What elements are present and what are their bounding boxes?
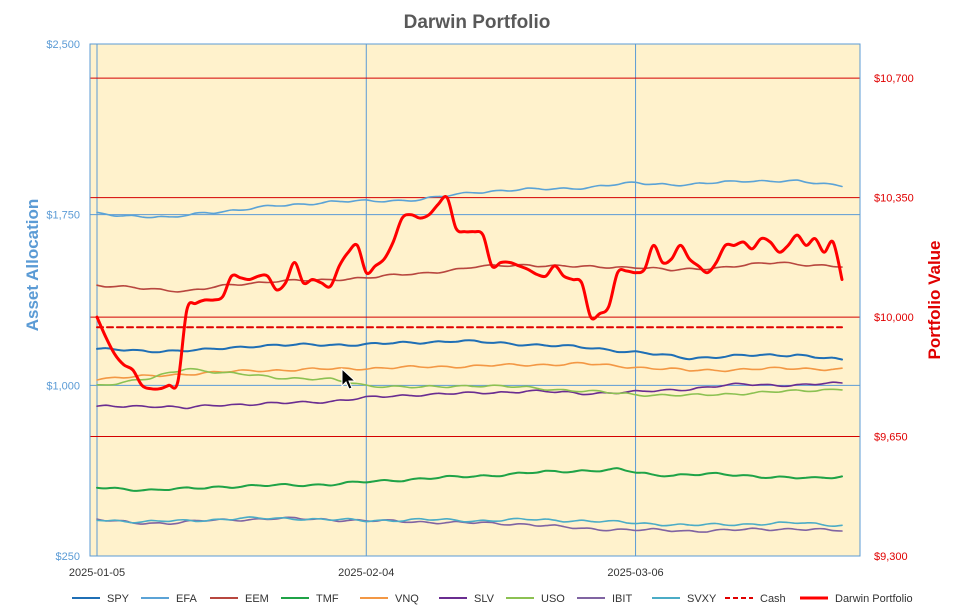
legend-item: SVXY — [652, 593, 717, 605]
series-layer — [95, 179, 844, 533]
left-axis-ticks: $2,500 $1,750 $1,000 $250 — [46, 39, 80, 563]
right-tick-label: $9,300 — [874, 551, 908, 563]
legend-item: SLV — [439, 593, 495, 605]
legend-item: EFA — [141, 593, 197, 605]
left-tick-label: $250 — [56, 551, 80, 563]
legend-item: USO — [506, 593, 565, 605]
legend-item: TMF — [281, 593, 339, 605]
legend-item: VNQ — [360, 593, 419, 605]
right-tick-label: $10,700 — [874, 73, 914, 85]
legend-label: Cash — [760, 593, 786, 605]
horizontal-gridlines — [90, 77, 860, 438]
legend-item: Darwin Portfolio — [800, 593, 913, 605]
legend-item: Cash — [725, 593, 786, 605]
legend-label: EEM — [245, 593, 269, 605]
legend-item: IBIT — [577, 593, 632, 605]
series-line-eem — [96, 261, 843, 293]
x-tick-label: 2025-01-05 — [69, 567, 125, 579]
legend-label: SLV — [474, 593, 495, 605]
left-tick-label: $1,750 — [46, 210, 80, 222]
legend-label: IBIT — [612, 593, 632, 605]
legend-item: EEM — [210, 593, 269, 605]
x-axis-ticks: 2025-01-05 2025-02-04 2025-03-06 — [69, 567, 664, 579]
legend: SPY EFA EEM TMF VNQ SLV USO IBIT SVXY Cash Darwin … — [72, 593, 913, 605]
legend-label: VNQ — [395, 593, 419, 605]
series-line-svxy — [96, 516, 843, 528]
legend-label: USO — [541, 593, 565, 605]
plot-border — [89, 43, 861, 557]
vertical-gridlines — [96, 44, 637, 556]
right-tick-label: $10,000 — [874, 312, 914, 324]
mouse-cursor-icon — [341, 367, 357, 390]
left-tick-label: $2,500 — [46, 39, 80, 51]
right-axis-ticks: $10,700 $10,350 $10,000 $9,650 $9,300 — [874, 73, 914, 563]
series-line-spy — [96, 339, 843, 361]
left-axis-label: Asset Allocation — [23, 199, 42, 332]
legend-label: SVXY — [687, 593, 717, 605]
legend-label: TMF — [316, 593, 339, 605]
series-line-uso — [96, 367, 843, 398]
chart-title: Darwin Portfolio — [404, 12, 551, 33]
right-tick-label: $10,350 — [874, 193, 914, 205]
series-line-darwin-portfolio — [95, 195, 844, 391]
series-line-tmf — [96, 467, 843, 492]
x-tick-label: 2025-03-06 — [607, 567, 663, 579]
left-tick-label: $1,000 — [46, 380, 80, 392]
legend-item: SPY — [72, 593, 130, 605]
right-tick-label: $9,650 — [874, 432, 908, 444]
legend-label: EFA — [176, 593, 197, 605]
x-tick-label: 2025-02-04 — [338, 567, 394, 579]
series-line-slv — [96, 381, 843, 410]
legend-label: SPY — [107, 593, 130, 605]
series-line-efa — [96, 179, 843, 219]
legend-label: Darwin Portfolio — [835, 593, 913, 605]
right-axis-label: Portfolio Value — [925, 240, 944, 359]
